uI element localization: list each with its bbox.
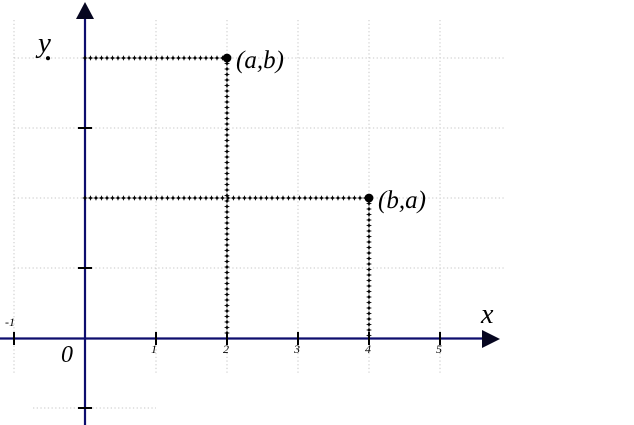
svg-text:x: x [480,299,494,330]
svg-text:-1: -1 [5,315,15,329]
svg-text:4: 4 [365,342,371,356]
svg-text:3: 3 [293,342,300,356]
svg-text:2: 2 [223,342,229,356]
svg-text:(b,a): (b,a) [378,187,426,214]
svg-text:5: 5 [436,342,442,356]
svg-text:(a,b): (a,b) [236,47,284,74]
svg-text:y: y [35,27,51,59]
svg-text:1: 1 [151,342,157,356]
svg-text:0: 0 [61,342,73,368]
